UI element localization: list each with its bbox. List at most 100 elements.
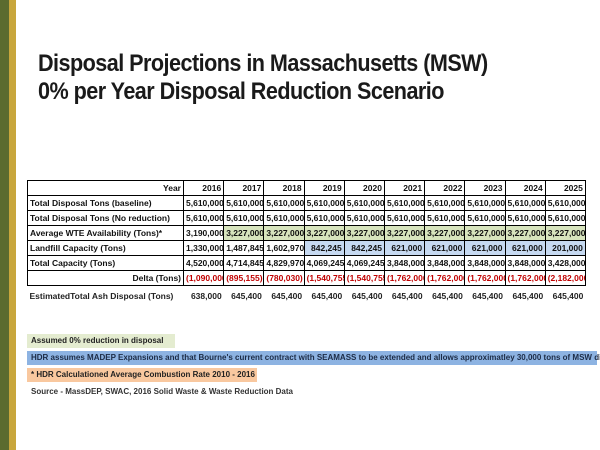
table-cell: 3,227,000 <box>344 226 384 241</box>
table-header-row: Year 2016 2017 2018 2019 2020 2021 2022 2023 2024… <box>28 181 586 196</box>
table-cell: 4,520,000 <box>184 256 224 271</box>
year-header-cell: 2018 <box>264 181 304 196</box>
ash-cell: 645,400 <box>465 286 505 304</box>
year-header-cell: 2019 <box>304 181 344 196</box>
ash-label: EstimatedTotal Ash Disposal (Tons) <box>28 286 184 304</box>
table-cell: 5,610,000 <box>505 211 545 226</box>
table-row: Landfill Capacity (Tons) 1,330,000 1,487,8… <box>28 241 586 256</box>
table-cell: 3,848,000 <box>505 256 545 271</box>
table-cell: 5,610,000 <box>384 211 424 226</box>
projection-table-container: Year 2016 2017 2018 2019 2020 2021 2022 2023 2024… <box>27 180 585 303</box>
delta-cell: (1,090,000) <box>184 271 224 286</box>
row-label: Total Capacity (Tons) <box>28 256 184 271</box>
table-cell: 3,227,000 <box>425 226 465 241</box>
note-source: Source - MassDEP, SWAC, 2016 Solid Waste… <box>27 385 297 399</box>
row-label: Average WTE Availability (Tons)* <box>28 226 184 241</box>
table-cell: 3,227,000 <box>384 226 424 241</box>
table-cell: 5,610,000 <box>465 211 505 226</box>
year-header-label: Year <box>28 181 184 196</box>
table-row: Total Disposal Tons (baseline) 5,610,000 5… <box>28 196 586 211</box>
delta-cell: (1,540,755) <box>304 271 344 286</box>
table-cell: 5,610,000 <box>344 211 384 226</box>
ash-cell: 645,400 <box>384 286 424 304</box>
delta-cell: (1,762,000) <box>465 271 505 286</box>
year-header-cell: 2025 <box>545 181 585 196</box>
table-cell: 1,602,970 <box>264 241 304 256</box>
slide-side-bar <box>0 0 16 450</box>
table-cell: 3,227,000 <box>264 226 304 241</box>
table-cell: 4,069,245 <box>304 256 344 271</box>
table-cell: 3,848,000 <box>465 256 505 271</box>
title-line-2: 0% per Year Disposal Reduction Scenario <box>38 78 524 106</box>
year-header-cell: 2020 <box>344 181 384 196</box>
row-label: Landfill Capacity (Tons) <box>28 241 184 256</box>
year-header-cell: 2021 <box>384 181 424 196</box>
table-cell: 3,227,000 <box>465 226 505 241</box>
ash-cell: 645,400 <box>545 286 585 304</box>
table-cell: 4,714,845 <box>224 256 264 271</box>
table-cell: 5,610,000 <box>465 196 505 211</box>
table-cell: 5,610,000 <box>425 211 465 226</box>
row-label: Total Disposal Tons (No reduction) <box>28 211 184 226</box>
delta-cell: (780,030) <box>264 271 304 286</box>
table-cell: 5,610,000 <box>545 196 585 211</box>
table-cell: 842,245 <box>304 241 344 256</box>
note-assumption: Assumed 0% reduction in disposal <box>27 334 175 348</box>
table-cell: 5,610,000 <box>505 196 545 211</box>
year-header-cell: 2023 <box>465 181 505 196</box>
table-cell: 621,000 <box>465 241 505 256</box>
table-cell: 5,610,000 <box>264 196 304 211</box>
ash-cell: 645,400 <box>505 286 545 304</box>
ash-cell: 645,400 <box>344 286 384 304</box>
delta-cell: (1,540,755) <box>344 271 384 286</box>
table-cell: 3,848,000 <box>384 256 424 271</box>
table-cell: 1,330,000 <box>184 241 224 256</box>
note-hdr-assumption: HDR assumes MADEP Expansions and that Bo… <box>27 351 597 365</box>
table-row: Total Disposal Tons (No reduction) 5,610,… <box>28 211 586 226</box>
delta-cell: (1,762,000) <box>384 271 424 286</box>
delta-cell: (1,762,000) <box>505 271 545 286</box>
table-cell: 5,610,000 <box>304 211 344 226</box>
table-cell: 3,227,000 <box>224 226 264 241</box>
table-cell: 3,428,000 <box>545 256 585 271</box>
table-cell: 5,610,000 <box>224 211 264 226</box>
delta-cell: (1,762,000) <box>425 271 465 286</box>
delta-cell: (895,155) <box>224 271 264 286</box>
ash-cell: 645,400 <box>264 286 304 304</box>
delta-row: Delta (Tons)(1,090,000)(895,155)(780,030… <box>28 271 586 286</box>
ash-cell: 645,400 <box>425 286 465 304</box>
ash-cell: 638,000 <box>184 286 224 304</box>
ash-row: EstimatedTotal Ash Disposal (Tons) 638,00… <box>28 286 586 304</box>
slide-title: Disposal Projections in Massachusetts (M… <box>38 50 524 106</box>
table-cell: 201,000 <box>545 241 585 256</box>
table-cell: 1,487,845 <box>224 241 264 256</box>
table-cell: 3,227,000 <box>545 226 585 241</box>
table-cell: 3,227,000 <box>505 226 545 241</box>
table-cell: 842,245 <box>344 241 384 256</box>
year-header-cell: 2024 <box>505 181 545 196</box>
table-cell: 5,610,000 <box>545 211 585 226</box>
table-cell: 4,069,245 <box>344 256 384 271</box>
table-cell: 5,610,000 <box>224 196 264 211</box>
table-cell: 5,610,000 <box>304 196 344 211</box>
year-header-cell: 2016 <box>184 181 224 196</box>
table-cell: 5,610,000 <box>184 196 224 211</box>
year-header-cell: 2022 <box>425 181 465 196</box>
delta-label: Delta (Tons) <box>28 271 184 286</box>
table-cell: 5,610,000 <box>425 196 465 211</box>
table-cell: 621,000 <box>505 241 545 256</box>
row-label: Total Disposal Tons (baseline) <box>28 196 184 211</box>
table-cell: 5,610,000 <box>264 211 304 226</box>
table-cell: 3,848,000 <box>425 256 465 271</box>
table-cell: 5,610,000 <box>344 196 384 211</box>
table-cell: 3,227,000 <box>304 226 344 241</box>
year-header-cell: 2017 <box>224 181 264 196</box>
table-cell: 5,610,000 <box>184 211 224 226</box>
table-row: Total Capacity (Tons) 4,520,000 4,714,845 4… <box>28 256 586 271</box>
ash-cell: 645,400 <box>224 286 264 304</box>
table-cell: 4,829,970 <box>264 256 304 271</box>
table-cell: 621,000 <box>384 241 424 256</box>
table-row: Average WTE Availability (Tons)* 3,190,00… <box>28 226 586 241</box>
note-combustion-rate: * HDR Calculationed Average Combustion R… <box>27 368 257 382</box>
table-cell: 621,000 <box>425 241 465 256</box>
